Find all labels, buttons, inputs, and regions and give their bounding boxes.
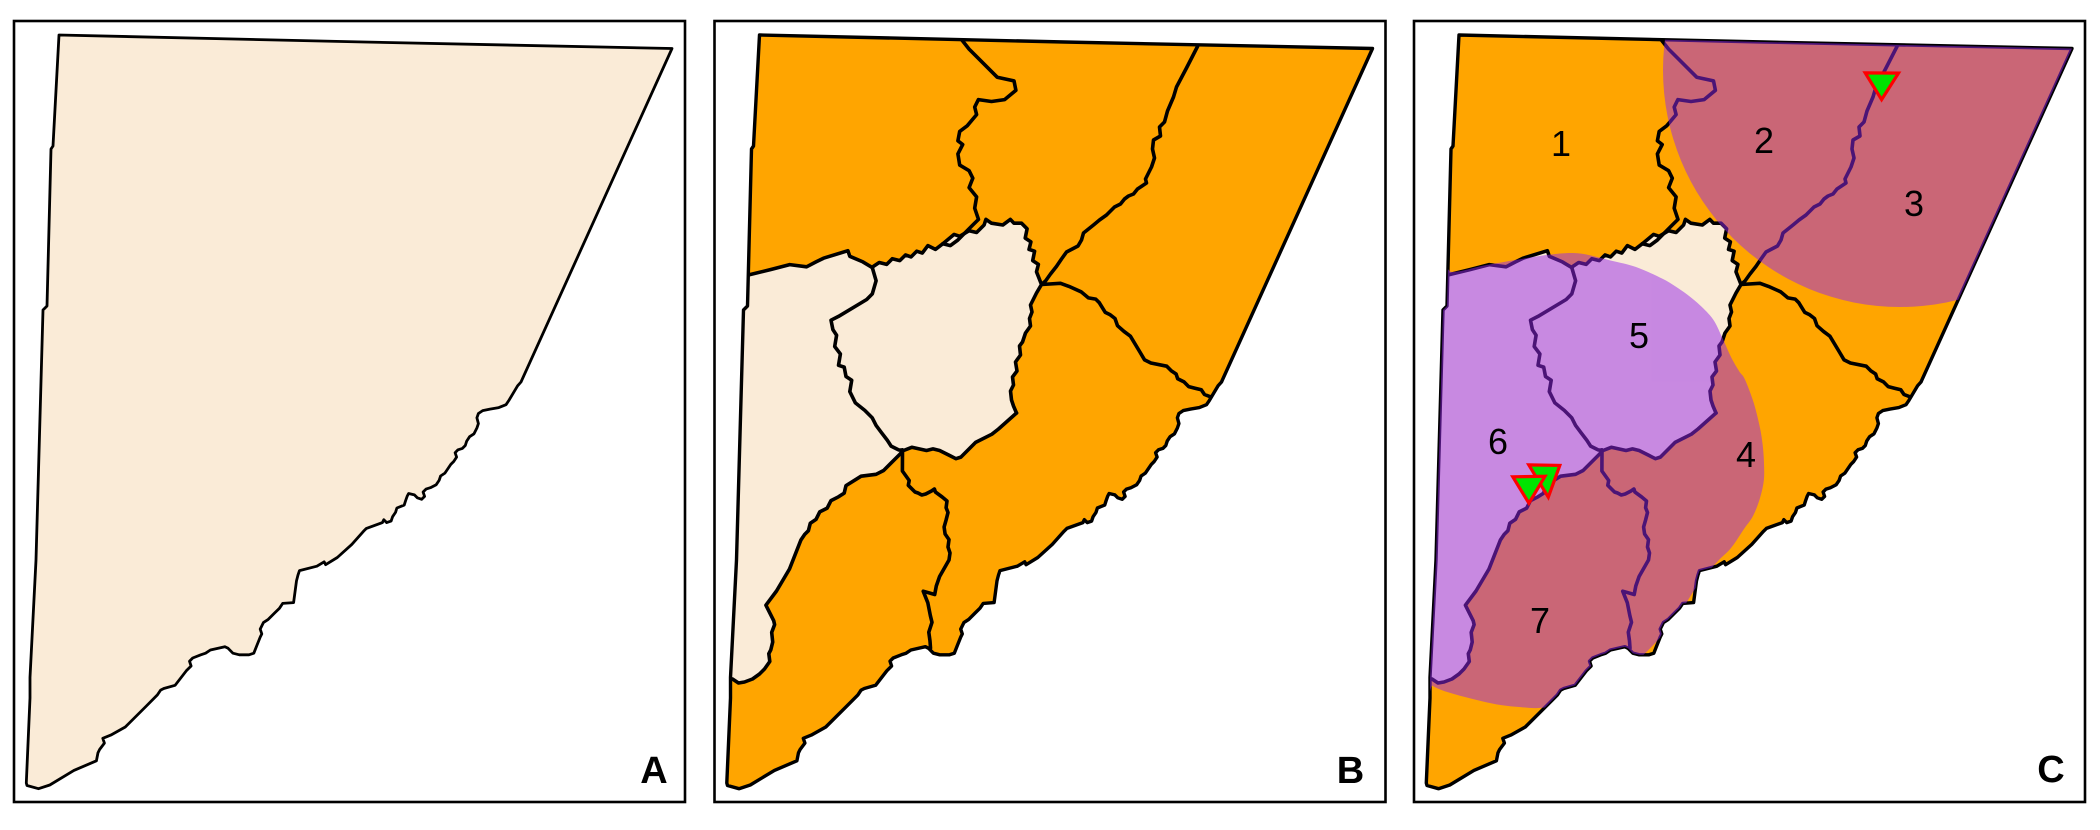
svg-text:5: 5 <box>1629 315 1649 356</box>
svg-text:B: B <box>1337 750 1364 792</box>
svg-text:1: 1 <box>1551 123 1571 164</box>
svg-text:6: 6 <box>1488 421 1508 462</box>
svg-text:7: 7 <box>1530 600 1550 641</box>
svg-text:4: 4 <box>1736 434 1756 475</box>
svg-text:A: A <box>640 750 667 792</box>
svg-text:3: 3 <box>1904 183 1924 224</box>
svg-text:C: C <box>2037 749 2064 791</box>
svg-text:2: 2 <box>1754 120 1774 161</box>
